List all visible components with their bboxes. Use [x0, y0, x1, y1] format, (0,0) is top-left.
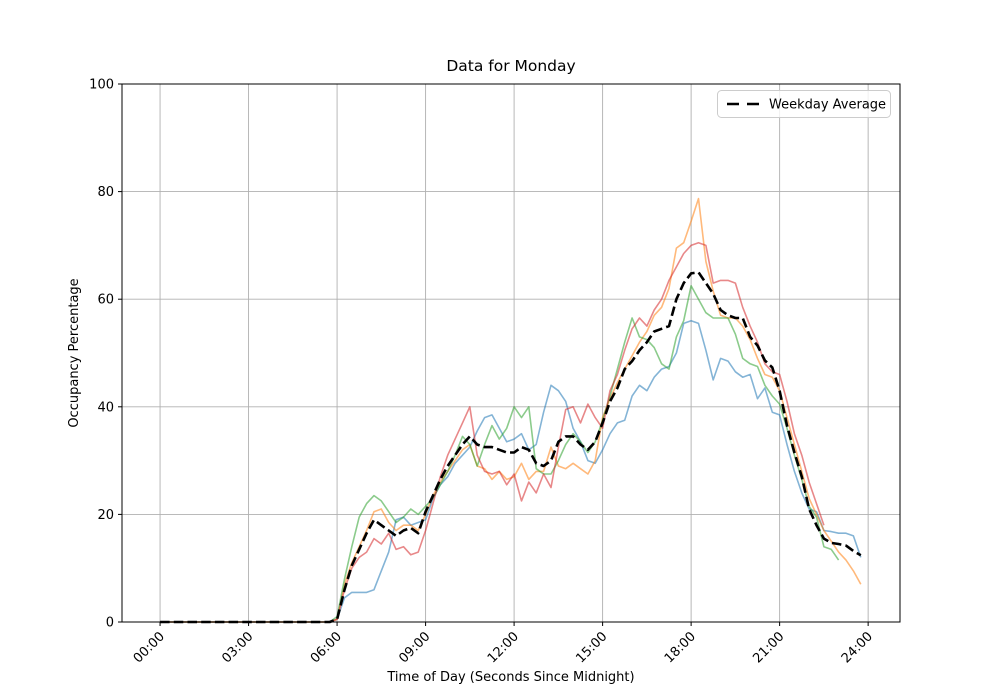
x-tick-label: 21:00 [750, 629, 787, 666]
tick-label-layer: 00:00 03:00 06:00 09:00 12:00 15:00 18:00 21:00… [89, 78, 876, 667]
x-tick-label: 03:00 [219, 629, 256, 666]
legend-box [717, 90, 891, 118]
x-tick-label: 00:00 [131, 629, 168, 666]
x-tick-label: 15:00 [573, 629, 610, 666]
x-axis-label: Time of Day (Seconds Since Midnight) [386, 670, 634, 685]
grid-layer [122, 83, 900, 623]
chart-title: Data for Monday [446, 57, 575, 75]
y-tick-label: 60 [97, 293, 114, 308]
legend-label: Weekday Average [769, 98, 886, 113]
y-tick-label: 20 [97, 508, 114, 523]
y-axis-label: Occupancy Percentage [67, 278, 82, 427]
y-tick-label: 40 [97, 400, 114, 415]
y-tick-label: 0 [106, 616, 114, 631]
plot-border [121, 83, 901, 623]
x-tick-label: 09:00 [396, 629, 433, 666]
series-monday-trace-2 [160, 197, 862, 623]
x-tick-label: 24:00 [839, 629, 876, 666]
series-weekday-average [160, 271, 862, 624]
y-tick-label: 100 [89, 78, 114, 93]
x-tick-label: 18:00 [662, 629, 699, 666]
series-layer [160, 197, 862, 624]
legend: Weekday Average [717, 90, 891, 118]
series-monday-trace-3 [160, 285, 840, 623]
axis-layer [118, 83, 901, 626]
x-tick-label: 06:00 [308, 629, 345, 666]
y-tick-label: 80 [97, 185, 114, 200]
x-tick-label: 12:00 [485, 629, 522, 666]
